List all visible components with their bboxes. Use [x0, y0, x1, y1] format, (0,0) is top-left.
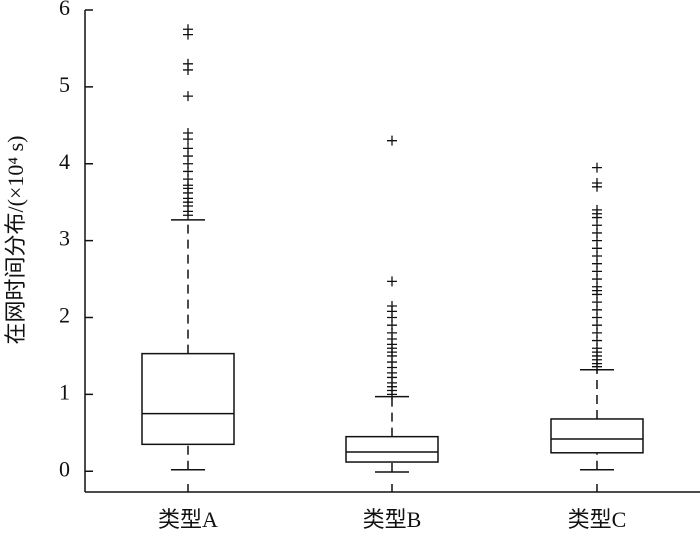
y-tick-label: 4: [59, 149, 70, 174]
outlier: [387, 135, 397, 146]
box: [141, 352, 235, 446]
outlier: [183, 91, 193, 102]
x-tick-label: 类型A: [158, 507, 218, 532]
box: [550, 418, 644, 454]
outlier: [592, 181, 602, 192]
x-tick-label: 类型B: [363, 507, 422, 532]
y-tick-label: 2: [59, 303, 70, 328]
outlier: [592, 162, 602, 173]
outlier: [183, 210, 193, 221]
outlier: [387, 276, 397, 287]
y-tick-label: 1: [59, 379, 70, 404]
y-axis-label: 在网时间分布/(×10⁴ s): [3, 136, 28, 345]
outlier: [183, 134, 193, 145]
y-tick-label: 3: [59, 226, 70, 251]
y-tick-label: 5: [59, 72, 70, 97]
box: [345, 435, 439, 463]
y-tick-label: 6: [59, 0, 70, 20]
outlier: [387, 389, 397, 400]
outlier: [183, 64, 193, 75]
x-tick-label: 类型C: [568, 507, 627, 532]
outlier: [183, 29, 193, 40]
y-tick-label: 0: [59, 456, 70, 481]
outlier: [592, 361, 602, 372]
